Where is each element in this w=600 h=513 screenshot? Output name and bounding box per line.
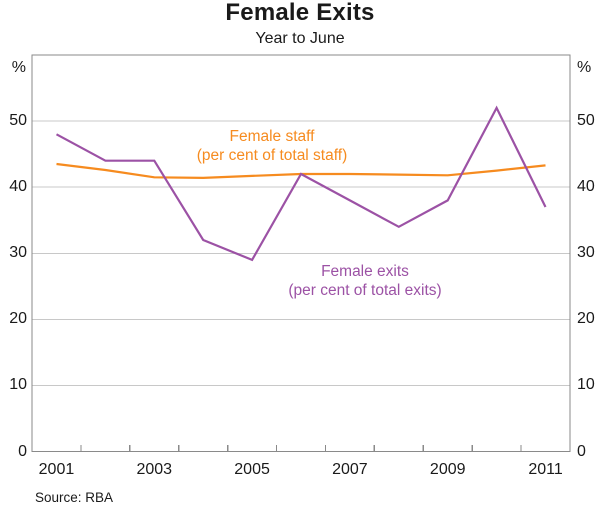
annotation-female-staff-line2: (per cent of total staff) xyxy=(196,147,348,164)
y-tick-label-right: 20 xyxy=(577,310,595,328)
y-tick-label-right: 30 xyxy=(577,244,595,262)
y-tick-label-left: 30 xyxy=(9,244,27,262)
x-tick-label: 2003 xyxy=(136,461,173,478)
y-tick-label-left: 20 xyxy=(9,310,27,328)
y-tick-label-left: 10 xyxy=(9,376,27,394)
y-tick-label-right: 0 xyxy=(577,442,586,460)
y-tick-label-right: 40 xyxy=(577,178,595,196)
source-note: Source: RBA xyxy=(35,490,114,505)
series-line-exits xyxy=(55,105,547,262)
y-tick-label-left: 0 xyxy=(18,442,27,460)
annotation-female-staff-line1: Female staff xyxy=(229,128,315,145)
x-tick-label: 2005 xyxy=(234,461,270,478)
y-axis-unit-right: % xyxy=(577,59,592,76)
y-tick-label-left: 40 xyxy=(9,178,27,196)
y-axis-unit-left: % xyxy=(11,59,26,76)
annotation-female-exits-line1: Female exits xyxy=(321,263,409,280)
annotation-female-exits: Female exits (per cent of total exits) xyxy=(215,262,515,300)
y-tick-label-right: 10 xyxy=(577,376,595,394)
x-tick-label: 2007 xyxy=(332,461,368,478)
x-tick-label: 2009 xyxy=(429,461,466,478)
y-tick-label-left: 50 xyxy=(9,112,27,130)
x-tick-label: 2001 xyxy=(38,461,75,478)
y-tick-label-right: 50 xyxy=(577,112,595,130)
chart-title: Female Exits xyxy=(225,0,375,26)
annotation-female-exits-line2: (per cent of total exits) xyxy=(288,282,442,299)
annotation-female-staff: Female staff (per cent of total staff) xyxy=(122,127,422,165)
x-tick-label: 2011 xyxy=(528,461,563,478)
plot-frame xyxy=(31,54,571,453)
chart-subtitle: Year to June xyxy=(255,30,345,47)
